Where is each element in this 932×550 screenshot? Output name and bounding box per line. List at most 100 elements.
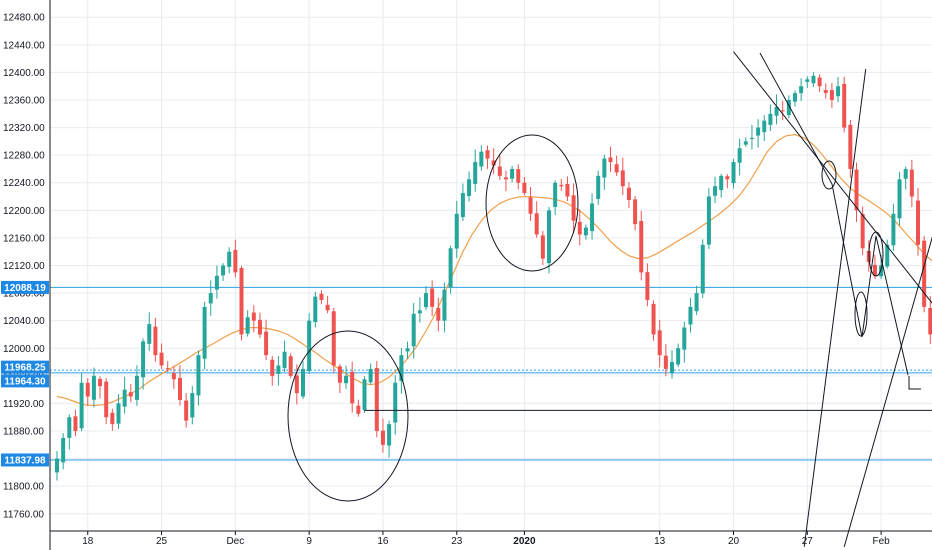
candle [270,355,275,386]
circle-annotation[interactable] [485,134,579,272]
candle-body [128,392,133,397]
candle [467,171,472,202]
candle-body [780,110,785,112]
candle-body [184,400,189,421]
candle-body [257,319,262,335]
candle-body [411,313,416,347]
candle [85,378,90,407]
candle [516,164,521,190]
level-label: 11837.98 [4,455,46,466]
candle [301,361,305,400]
zigzag-drawing[interactable] [759,52,909,376]
circle-annotation[interactable] [821,160,837,190]
candle-body [786,99,791,116]
candle-body [491,160,496,166]
candle [596,170,601,205]
candle [670,350,674,379]
candle [362,376,367,413]
candle-body [178,377,182,400]
candle-body [670,362,674,373]
candle [442,282,447,333]
candle-body [67,417,72,438]
candle-body [774,106,779,116]
candle-body [829,90,834,100]
candle [473,149,478,192]
candle [165,361,170,373]
candle [590,193,595,240]
candle [405,341,410,359]
candle [774,94,779,125]
candle [786,95,791,119]
candle-body [565,183,570,197]
candle [897,171,902,226]
candle-body [608,157,613,163]
candle-body [350,371,355,404]
candle-body [141,341,146,378]
candle [534,201,539,238]
x-tick-label: Feb [872,536,890,547]
candle-body [700,244,705,294]
candle [350,361,355,413]
candle [780,100,785,121]
candle-body [245,317,250,334]
candle [233,239,238,278]
candle-body [399,355,404,382]
candle-body [221,265,226,276]
candle [424,286,428,311]
candle [202,301,207,370]
trend-line[interactable] [803,68,867,547]
candle [288,353,293,379]
candle [368,363,373,385]
candle-body [159,352,164,366]
candle-body [583,227,588,236]
axes-layer [49,0,932,550]
candle-body [756,127,761,136]
candle-body [510,168,515,179]
trend-line[interactable] [843,179,932,547]
candle [503,170,508,192]
candle [885,239,890,269]
candle-body [577,221,582,235]
candle-body [516,169,521,183]
candle [141,338,146,390]
circle-annotation[interactable] [854,291,868,337]
trend-line[interactable] [733,51,932,324]
candle-body [749,137,754,139]
candle [565,176,570,202]
candle-body [436,307,441,321]
candle-body [208,293,213,304]
candle-body [104,381,109,418]
candle [91,367,96,408]
candle [98,376,103,399]
candle-body [626,187,631,200]
candle [104,378,109,425]
candle [417,297,422,323]
candle-body [620,170,625,187]
candle-body [811,75,816,84]
y-tick-label: 12160.00 [3,233,45,244]
candle-body [430,288,435,307]
candle [799,78,804,102]
candle [73,409,78,437]
candle-body [553,182,558,207]
x-axis-ticks: 18 25 Dec 9 16 23 2020 13 20 27 Feb [82,531,890,547]
candle [620,157,625,195]
y-tick-label: 11800.00 [3,482,44,493]
candle-body [98,378,103,387]
candle [872,254,877,280]
candle [307,313,312,374]
candle-body [153,326,158,356]
candle-body [497,166,502,176]
chart-grid [50,0,932,531]
candle [540,230,545,265]
candle [928,295,932,345]
candle [190,386,195,425]
candle [454,200,459,258]
candle [842,76,847,133]
candle-body [331,311,336,366]
bracket-drawing[interactable] [908,376,921,390]
candle [239,265,244,341]
circle-annotation[interactable] [287,330,409,502]
candle-body [214,275,219,290]
